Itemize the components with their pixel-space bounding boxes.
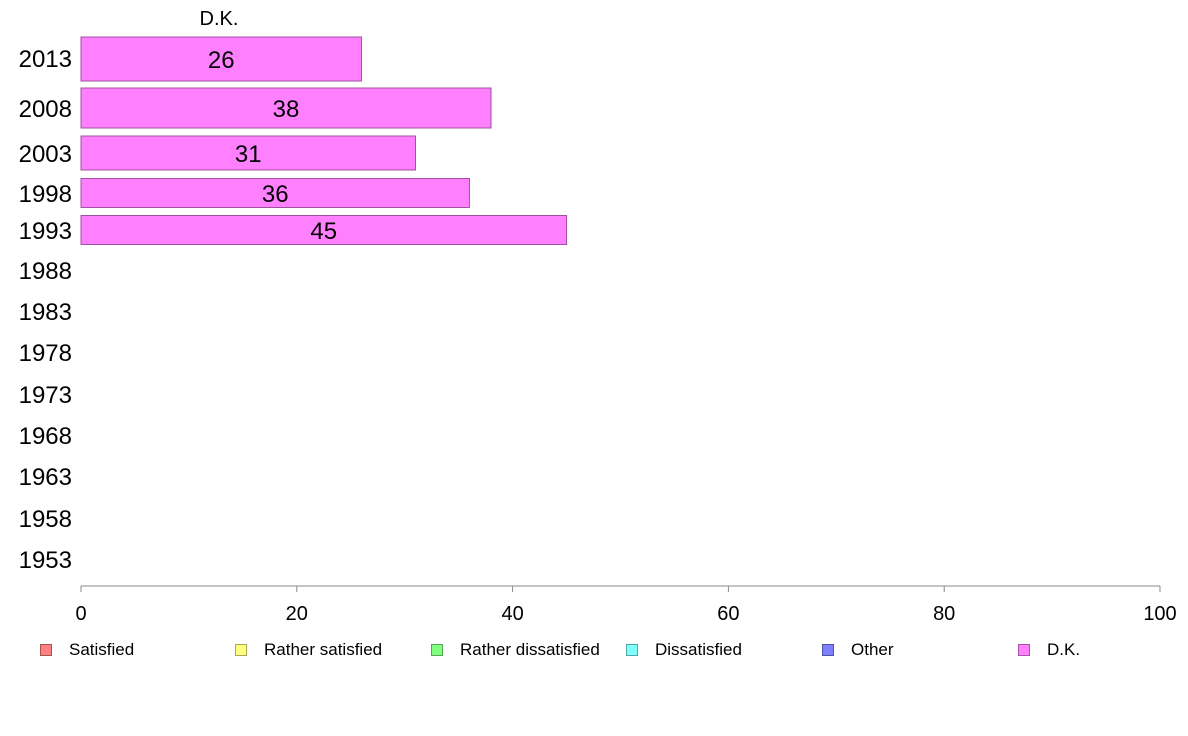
x-tick-label-60: 60 bbox=[717, 603, 739, 625]
category-label-1998: 1998 bbox=[19, 181, 72, 208]
legend-swatch bbox=[40, 644, 52, 656]
legend-label: Dissatisfied bbox=[655, 640, 742, 659]
legend-swatch bbox=[431, 644, 443, 656]
category-label-2013: 2013 bbox=[19, 46, 72, 73]
legend-label: Rather satisfied bbox=[264, 640, 383, 659]
category-label-1983: 1983 bbox=[19, 299, 72, 326]
bar-1998 bbox=[80, 178, 470, 208]
category-label-1968: 1968 bbox=[19, 423, 72, 450]
bar-value-label-1998: 36 bbox=[262, 181, 289, 208]
legend-item-4: Other bbox=[822, 636, 894, 664]
legend-swatch bbox=[1018, 644, 1030, 656]
bar-2013 bbox=[80, 36, 363, 82]
category-labels: 2013 2008 2003 1998 1993 1988 1983 1978 1973 1968… bbox=[19, 46, 72, 574]
bar-1993 bbox=[80, 215, 568, 245]
category-label-1973: 1973 bbox=[19, 382, 72, 409]
bar-value-label-2013: 26 bbox=[208, 47, 235, 74]
legend-item-3: Dissatisfied bbox=[626, 636, 742, 664]
x-tick-label-0: 0 bbox=[75, 603, 86, 625]
legend-label: Rather dissatisfied bbox=[460, 640, 600, 659]
legend: Satisfied Rather satisfied Rather dissatis… bbox=[0, 636, 1188, 666]
legend-swatch bbox=[822, 644, 834, 656]
legend-label: D.K. bbox=[1047, 640, 1081, 659]
bar-2008 bbox=[80, 87, 492, 129]
category-label-2003: 2003 bbox=[19, 141, 72, 168]
legend-swatch bbox=[235, 644, 247, 656]
legend-item-5: D.K. bbox=[1018, 636, 1080, 664]
category-label-2008: 2008 bbox=[19, 96, 72, 123]
bar-value-label-1993: 45 bbox=[310, 218, 337, 245]
category-label-1993: 1993 bbox=[19, 218, 72, 245]
legend-item-1: Rather satisfied bbox=[235, 636, 382, 664]
category-label-1958: 1958 bbox=[19, 506, 72, 533]
x-tick-label-100: 100 bbox=[1143, 603, 1176, 625]
bar-2003 bbox=[80, 135, 416, 171]
bar-value-label-2003: 31 bbox=[235, 141, 262, 168]
x-tick-label-80: 80 bbox=[933, 603, 955, 625]
series-title: D.K. bbox=[200, 8, 239, 30]
legend-label: Satisfied bbox=[69, 640, 135, 659]
category-label-1963: 1963 bbox=[19, 464, 72, 491]
category-label-1988: 1988 bbox=[19, 258, 72, 285]
x-axis: 0 20 40 60 80 100 bbox=[75, 585, 1177, 625]
legend-item-0: Satisfied bbox=[40, 636, 134, 664]
x-tick-label-40: 40 bbox=[501, 603, 523, 625]
bar-value-label-2008: 38 bbox=[273, 96, 300, 123]
x-tick-label-20: 20 bbox=[286, 603, 308, 625]
legend-swatch bbox=[626, 644, 638, 656]
legend-label: Other bbox=[851, 640, 894, 659]
category-label-1978: 1978 bbox=[19, 340, 72, 367]
category-label-1953: 1953 bbox=[19, 547, 72, 574]
legend-item-2: Rather dissatisfied bbox=[431, 636, 600, 664]
